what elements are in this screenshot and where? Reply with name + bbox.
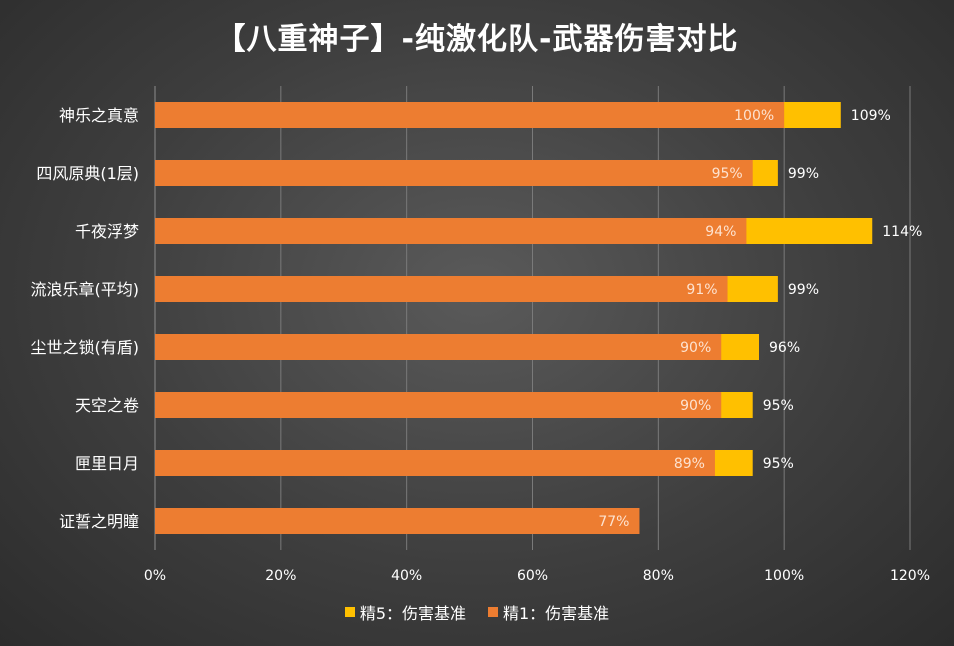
- data-label-r1: 100%: [734, 108, 774, 124]
- x-tick-label: 100%: [764, 568, 804, 584]
- x-tick-label: 40%: [391, 568, 422, 584]
- data-label-r5: 95%: [763, 398, 794, 414]
- x-tick-label: 80%: [643, 568, 674, 584]
- data-label-r1: 89%: [674, 456, 705, 472]
- data-label-r1: 90%: [680, 340, 711, 356]
- legend-swatch-r1: [488, 607, 498, 617]
- data-label-r1: 94%: [705, 224, 736, 240]
- bar-r1: [155, 276, 728, 302]
- legend-label-r5: 精5：伤害基准: [359, 604, 466, 623]
- legend-item-r1: 精1：伤害基准: [488, 600, 609, 624]
- bar-r1: [155, 450, 715, 476]
- data-label-r1: 95%: [712, 166, 743, 182]
- data-label-r1: 77%: [598, 514, 629, 530]
- category-label: 流浪乐章(平均): [31, 280, 140, 299]
- x-tick-label: 20%: [265, 568, 296, 584]
- category-label: 天空之卷: [75, 396, 139, 415]
- category-label: 神乐之真意: [59, 106, 139, 125]
- category-label: 尘世之锁(有盾): [31, 338, 140, 357]
- legend-label-r1: 精1：伤害基准: [503, 604, 610, 623]
- data-label-r5: 99%: [788, 166, 819, 182]
- data-label-r5: 109%: [851, 108, 891, 124]
- bar-r1: [155, 102, 785, 128]
- legend-swatch-r5: [344, 607, 355, 617]
- data-label-r5: 99%: [788, 282, 819, 298]
- data-label-r1: 91%: [686, 282, 717, 298]
- chart-title: 【八重神子】-纯激化队-武器伤害对比: [215, 22, 739, 57]
- category-label: 匣里日月: [75, 454, 139, 473]
- bar-r1: [155, 392, 722, 418]
- legend: 精5：伤害基准 精1：伤害基准: [0, 600, 954, 624]
- data-label-r5: 114%: [882, 224, 922, 240]
- category-label: 证誓之明瞳: [59, 512, 139, 531]
- bar-r1: [155, 508, 640, 534]
- category-label: 千夜浮梦: [75, 222, 139, 241]
- data-label-r1: 90%: [680, 398, 711, 414]
- x-tick-label: 120%: [890, 568, 930, 584]
- x-tick-label: 0%: [144, 568, 166, 584]
- x-tick-label: 60%: [517, 568, 548, 584]
- category-label: 四风原典(1层): [36, 164, 139, 183]
- data-label-r5: 96%: [769, 340, 800, 356]
- data-label-r5: 95%: [763, 456, 794, 472]
- bar-r1: [155, 160, 753, 186]
- legend-item-r5: 精5：伤害基准: [344, 600, 466, 624]
- bar-r1: [155, 334, 722, 360]
- bar-r1: [155, 218, 747, 244]
